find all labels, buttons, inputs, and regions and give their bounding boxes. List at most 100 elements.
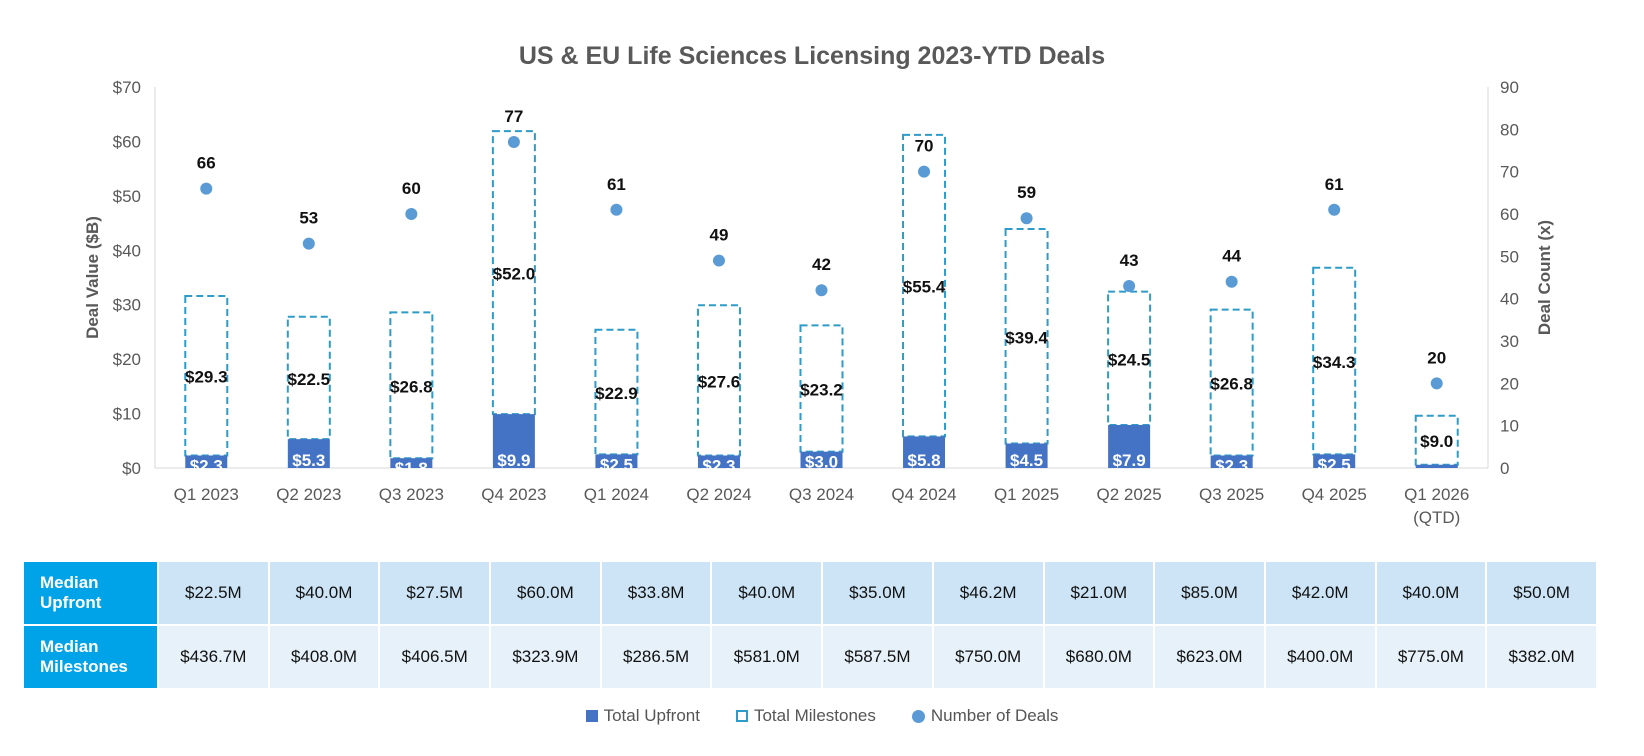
upfront-value-label: $5.8 — [907, 451, 940, 470]
deals-value-label: 20 — [1427, 348, 1446, 367]
x-tick-label: Q1 2023 — [174, 485, 239, 504]
median-milestones-cell: $400.0M — [1263, 624, 1377, 690]
legend: Total Upfront Total Milestones Number of… — [0, 706, 1644, 726]
median-milestones-cell: $436.7M — [157, 624, 270, 690]
deals-point — [610, 203, 623, 216]
median-upfront-cell: $22.5M — [157, 560, 270, 626]
chart-title: US & EU Life Sciences Licensing 2023-YTD… — [519, 42, 1105, 70]
x-tick-label: Q3 2024 — [789, 485, 854, 504]
y-tick-label-right: 40 — [1500, 290, 1519, 309]
milestones-value-label: $26.8 — [390, 377, 433, 396]
median-milestones-cell: $680.0M — [1042, 624, 1156, 690]
deals-point — [405, 208, 418, 220]
x-tick-label: Q2 2025 — [1096, 485, 1161, 504]
median-milestones-label: Median Milestones — [22, 624, 159, 690]
median-milestones-cell: $587.5M — [821, 624, 934, 690]
milestones-value-label: $24.5 — [1108, 350, 1151, 369]
median-milestones-cell: $408.0M — [267, 624, 381, 690]
y-tick-label-right: 80 — [1500, 120, 1519, 139]
median-upfront-cell: $42.0M — [1263, 560, 1377, 626]
deals-value-label: 49 — [710, 226, 729, 245]
median-upfront-cell: $27.5M — [378, 560, 492, 626]
median-upfront-cell: $40.0M — [710, 560, 824, 626]
median-milestones-cell: $775.0M — [1374, 624, 1488, 690]
legend-item-deals: Number of Deals — [911, 706, 1058, 726]
median-upfront-cell: $35.0M — [821, 560, 934, 626]
bar-upfront — [1313, 454, 1356, 468]
deals-point — [507, 136, 520, 149]
median-milestones-cell: $750.0M — [931, 624, 1045, 690]
y-axis-label-left: Deal Value ($B) — [83, 216, 102, 339]
bar-upfront — [287, 439, 330, 468]
legend-item-upfront: Total Upfront — [585, 706, 700, 726]
y-tick-label-left: $0 — [122, 459, 141, 478]
legend-item-milestones: Total Milestones — [735, 706, 876, 726]
median-upfront-cell: $85.0M — [1153, 560, 1266, 626]
bar-upfront — [595, 454, 638, 468]
x-tick-label-sub: (QTD) — [1413, 508, 1460, 527]
median-milestones-cell: $286.5M — [599, 624, 713, 690]
upfront-value-label: $4.5 — [1010, 451, 1043, 470]
deals-value-label: 70 — [915, 137, 934, 156]
deals-value-label: 43 — [1120, 251, 1139, 270]
milestones-value-label: $34.3 — [1313, 353, 1356, 372]
deals-point — [815, 284, 828, 297]
milestones-value-label: $27.6 — [698, 372, 741, 391]
milestones-value-label: $29.3 — [185, 368, 228, 387]
milestones-value-label: $22.9 — [595, 384, 638, 403]
upfront-value-label: $1.8 — [395, 459, 428, 478]
bar-milestones — [1312, 266, 1357, 456]
x-tick-label: Q1 2024 — [584, 485, 649, 504]
bar-upfront — [903, 436, 946, 468]
y-tick-label-left: $40 — [113, 241, 141, 260]
legend-label-milestones: Total Milestones — [753, 706, 876, 725]
upfront-value-label: $2.5 — [1318, 455, 1351, 474]
upfront-value-label: $5.3 — [292, 451, 325, 470]
deals-point — [1123, 279, 1136, 292]
median-upfront-cell: $46.2M — [931, 560, 1045, 626]
median-upfront-cell: $50.0M — [1485, 560, 1598, 626]
bar-milestones — [389, 311, 434, 460]
y-tick-label-right: 50 — [1500, 247, 1519, 266]
deals-value-label: 53 — [299, 209, 318, 228]
bar-upfront — [1415, 464, 1458, 468]
bar-milestones — [902, 133, 947, 438]
y-tick-label-left: $50 — [113, 187, 141, 206]
median-upfront-cell: $21.0M — [1042, 560, 1156, 626]
median-milestones-cell: $623.0M — [1153, 624, 1266, 690]
bar-upfront — [1210, 455, 1253, 468]
median-upfront-cell: $60.0M — [489, 560, 602, 626]
deals-point — [1225, 275, 1238, 288]
x-tick-label: Q1 2025 — [994, 485, 1059, 504]
milestones-value-label: $26.8 — [1210, 375, 1253, 394]
legend-swatch-deals — [911, 709, 925, 723]
y-tick-label-left: $70 — [113, 78, 141, 97]
median-upfront-cell: $33.8M — [599, 560, 713, 626]
median-milestones-cell: $406.5M — [378, 624, 492, 690]
y-tick-label-right: 10 — [1500, 417, 1519, 436]
bar-upfront — [697, 455, 740, 468]
median-upfront-row: Median Upfront $22.5M $40.0M $27.5M $60.… — [22, 560, 1598, 626]
bar-milestones — [286, 315, 331, 441]
milestones-value-label: $9.0 — [1420, 432, 1453, 451]
median-milestones-cell: $323.9M — [489, 624, 602, 690]
median-upfront-label: Median Upfront — [22, 560, 159, 626]
deals-point — [200, 182, 213, 195]
bar-upfront — [800, 451, 843, 468]
deals-value-label: 59 — [1017, 183, 1036, 202]
x-tick-label: Q2 2023 — [276, 485, 341, 504]
median-table: Median Upfront $22.5M $40.0M $27.5M $60.… — [22, 560, 1598, 690]
upfront-value-label: $2.3 — [702, 456, 735, 475]
bar-upfront — [1108, 425, 1151, 468]
x-tick-label: Q4 2023 — [481, 485, 546, 504]
bar-upfront — [1005, 443, 1048, 468]
y-tick-label-right: 90 — [1500, 78, 1519, 97]
deals-point — [712, 254, 725, 267]
deals-point — [918, 165, 931, 178]
median-milestones-row: Median Milestones $436.7M $408.0M $406.5… — [22, 624, 1598, 690]
deals-value-label: 66 — [197, 154, 216, 173]
x-tick-label: Q4 2024 — [891, 485, 956, 504]
x-tick-label: Q4 2025 — [1302, 485, 1367, 504]
x-tick-label: Q3 2025 — [1199, 485, 1264, 504]
milestones-value-label: $52.0 — [493, 265, 536, 284]
